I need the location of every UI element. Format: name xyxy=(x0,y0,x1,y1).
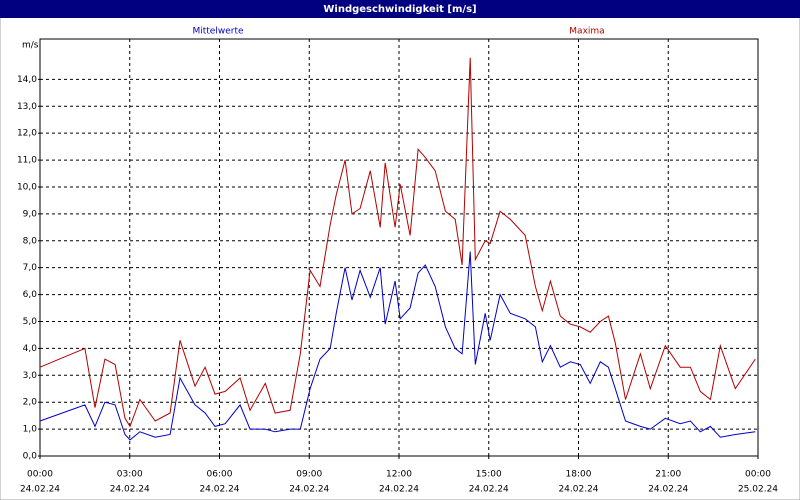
x-tick-label: 09:00 xyxy=(296,470,322,480)
x-tick-date: 24.02.24 xyxy=(648,485,688,495)
series-line xyxy=(39,251,756,441)
y-tick-label: 7,0 xyxy=(23,263,38,273)
y-tick-label: 3,0 xyxy=(23,371,38,381)
x-tick-label: 06:00 xyxy=(207,470,233,480)
x-tick-label: 21:00 xyxy=(655,470,681,480)
y-tick-label: 9,0 xyxy=(23,209,38,219)
x-tick-label: 03:00 xyxy=(117,470,143,480)
x-tick-label: 00:00 xyxy=(27,470,53,480)
x-tick-label: 12:00 xyxy=(386,470,412,480)
x-tick-date: 24.02.24 xyxy=(110,485,150,495)
y-tick-label: 0,0 xyxy=(23,452,38,462)
title-bar xyxy=(0,0,800,18)
x-tick-date: 24.02.24 xyxy=(289,485,329,495)
x-tick-label: 18:00 xyxy=(566,470,592,480)
x-tick-date: 24.02.24 xyxy=(469,485,509,495)
y-tick-label: 4,0 xyxy=(23,344,38,354)
x-tick-date: 24.02.24 xyxy=(558,485,598,495)
chart-title: Windgeschwindigkeit [m/s] xyxy=(323,4,476,15)
x-tick-date: 24.02.24 xyxy=(20,485,60,495)
y-axis-label: m/s xyxy=(22,41,39,51)
y-tick-label: 8,0 xyxy=(23,236,38,246)
y-tick-label: 2,0 xyxy=(23,398,38,408)
y-tick-label: 12,0 xyxy=(17,129,37,139)
y-tick-label: 14,0 xyxy=(17,75,37,85)
x-tick-date: 24.02.24 xyxy=(199,485,239,495)
y-tick-label: 11,0 xyxy=(17,156,37,166)
y-tick-label: 13,0 xyxy=(17,102,37,112)
plot-area xyxy=(39,38,759,457)
x-tick-label: 15:00 xyxy=(476,470,502,480)
legend-entry: Mittelwerte xyxy=(192,27,243,37)
y-tick-label: 6,0 xyxy=(23,290,38,300)
x-tick-label: 00:00 xyxy=(745,470,771,480)
x-tick-date: 25.02.24 xyxy=(738,485,778,495)
y-tick-label: 10,0 xyxy=(17,182,37,192)
series-line xyxy=(39,57,756,428)
x-tick-date: 24.02.24 xyxy=(379,485,419,495)
y-tick-label: 1,0 xyxy=(23,425,38,435)
legend-entry: Maxima xyxy=(569,27,604,37)
y-tick-label: 5,0 xyxy=(23,317,38,327)
